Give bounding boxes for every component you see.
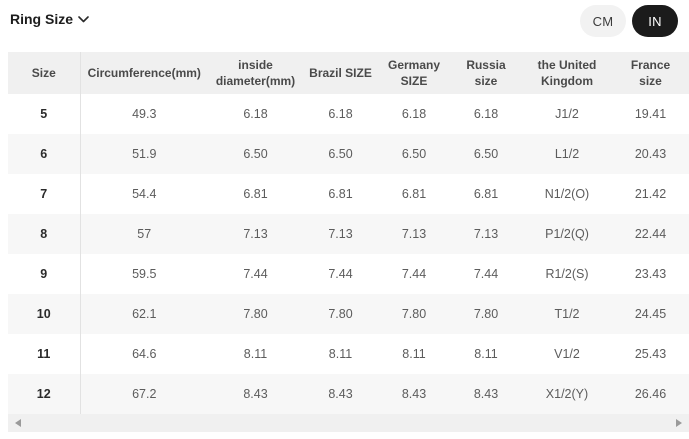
- column-header-circumference: Circumference(mm): [80, 52, 208, 94]
- value-cell: 59.5: [80, 254, 208, 294]
- value-cell: 7.80: [208, 294, 303, 334]
- column-header-france: France size: [612, 52, 689, 94]
- value-cell: 62.1: [80, 294, 208, 334]
- cm-toggle-button[interactable]: CM: [580, 5, 626, 37]
- ring-size-label: Ring Size: [10, 11, 74, 27]
- value-cell: 64.6: [80, 334, 208, 374]
- size-cell: 8: [8, 214, 81, 254]
- column-header-russia: Russia size: [450, 52, 522, 94]
- topbar: Ring Size CM IN: [0, 0, 689, 44]
- value-cell: V1/2: [522, 334, 612, 374]
- value-cell: 21.42: [612, 174, 689, 214]
- table-row: 7 54.4 6.81 6.81 6.81 6.81 N1/2(O) 21.42: [8, 174, 689, 214]
- scroll-right-arrow-icon[interactable]: [676, 419, 682, 427]
- size-cell: 6: [8, 134, 81, 174]
- column-header-brazil: Brazil SIZE: [303, 52, 378, 94]
- value-cell: 8.11: [378, 334, 450, 374]
- value-cell: 6.50: [303, 134, 378, 174]
- value-cell: 6.18: [303, 94, 378, 134]
- value-cell: 8.43: [208, 374, 303, 414]
- value-cell: R1/2(S): [522, 254, 612, 294]
- value-cell: 7.80: [450, 294, 522, 334]
- value-cell: 23.43: [612, 254, 689, 294]
- value-cell: 19.41: [612, 94, 689, 134]
- value-cell: 57: [80, 214, 208, 254]
- scroll-left-arrow-icon[interactable]: [15, 419, 21, 427]
- value-cell: T1/2: [522, 294, 612, 334]
- table-row: 9 59.5 7.44 7.44 7.44 7.44 R1/2(S) 23.43: [8, 254, 689, 294]
- value-cell: 8.11: [208, 334, 303, 374]
- value-cell: 8.43: [450, 374, 522, 414]
- table-header-row: Size Circumference(mm) inside diameter(m…: [8, 52, 689, 94]
- ring-size-dropdown[interactable]: Ring Size: [10, 11, 89, 27]
- size-cell: 10: [8, 294, 81, 334]
- value-cell: 26.46: [612, 374, 689, 414]
- value-cell: 7.44: [208, 254, 303, 294]
- value-cell: 51.9: [80, 134, 208, 174]
- size-cell: 9: [8, 254, 81, 294]
- column-header-size: Size: [8, 52, 81, 94]
- value-cell: 67.2: [80, 374, 208, 414]
- value-cell: 6.50: [450, 134, 522, 174]
- table-row: 6 51.9 6.50 6.50 6.50 6.50 L1/2 20.43: [8, 134, 689, 174]
- value-cell: 49.3: [80, 94, 208, 134]
- value-cell: 7.80: [303, 294, 378, 334]
- value-cell: N1/2(O): [522, 174, 612, 214]
- value-cell: 25.43: [612, 334, 689, 374]
- value-cell: 20.43: [612, 134, 689, 174]
- chevron-down-icon: [78, 15, 89, 23]
- table-row: 10 62.1 7.80 7.80 7.80 7.80 T1/2 24.45: [8, 294, 689, 334]
- value-cell: 22.44: [612, 214, 689, 254]
- value-cell: X1/2(Y): [522, 374, 612, 414]
- value-cell: J1/2: [522, 94, 612, 134]
- column-header-inside-diameter: inside diameter(mm): [208, 52, 303, 94]
- value-cell: 6.81: [303, 174, 378, 214]
- table-row: 12 67.2 8.43 8.43 8.43 8.43 X1/2(Y) 26.46: [8, 374, 689, 414]
- value-cell: 7.13: [378, 214, 450, 254]
- value-cell: 7.13: [450, 214, 522, 254]
- table-row: 5 49.3 6.18 6.18 6.18 6.18 J1/2 19.41: [8, 94, 689, 134]
- size-cell: 11: [8, 334, 81, 374]
- value-cell: 7.13: [303, 214, 378, 254]
- value-cell: 6.81: [450, 174, 522, 214]
- size-cell: 7: [8, 174, 81, 214]
- value-cell: 7.44: [450, 254, 522, 294]
- table-row: 8 57 7.13 7.13 7.13 7.13 P1/2(Q) 22.44: [8, 214, 689, 254]
- value-cell: 7.44: [378, 254, 450, 294]
- ring-size-table: Size Circumference(mm) inside diameter(m…: [8, 52, 689, 414]
- value-cell: 7.80: [378, 294, 450, 334]
- value-cell: 8.11: [303, 334, 378, 374]
- size-cell: 5: [8, 94, 81, 134]
- value-cell: P1/2(Q): [522, 214, 612, 254]
- value-cell: 6.50: [208, 134, 303, 174]
- column-header-uk: the United Kingdom: [522, 52, 612, 94]
- size-cell: 12: [8, 374, 81, 414]
- value-cell: L1/2: [522, 134, 612, 174]
- value-cell: 6.81: [208, 174, 303, 214]
- column-header-germany: Germany SIZE: [378, 52, 450, 94]
- value-cell: 7.44: [303, 254, 378, 294]
- value-cell: 6.81: [378, 174, 450, 214]
- value-cell: 7.13: [208, 214, 303, 254]
- value-cell: 8.11: [450, 334, 522, 374]
- value-cell: 24.45: [612, 294, 689, 334]
- horizontal-scrollbar[interactable]: [8, 414, 689, 432]
- value-cell: 8.43: [378, 374, 450, 414]
- value-cell: 6.18: [450, 94, 522, 134]
- value-cell: 8.43: [303, 374, 378, 414]
- in-toggle-button[interactable]: IN: [632, 5, 678, 37]
- value-cell: 6.18: [378, 94, 450, 134]
- value-cell: 54.4: [80, 174, 208, 214]
- value-cell: 6.50: [378, 134, 450, 174]
- unit-toggle: CM IN: [580, 5, 678, 37]
- table-row: 11 64.6 8.11 8.11 8.11 8.11 V1/2 25.43: [8, 334, 689, 374]
- value-cell: 6.18: [208, 94, 303, 134]
